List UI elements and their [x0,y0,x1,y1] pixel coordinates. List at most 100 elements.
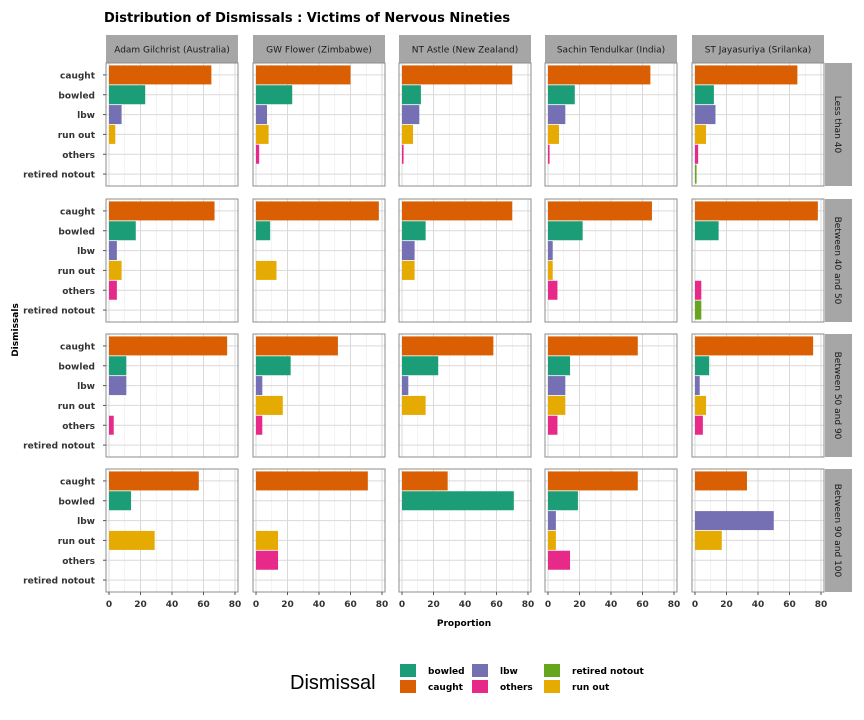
bar-less-than-40-adam-gilchrist-australia-bowled [109,85,146,105]
bar-between-90-and-100-st-jayasuriya-srilanka-caught [695,471,747,491]
panel-between-40-and-50-adam-gilchrist-australia [105,198,239,323]
y-tick-label-retired-notout: retired notout [23,442,96,452]
bar-less-than-40-sachin-tendulkar-india-bowled [548,85,575,105]
bar-between-50-and-90-gw-flower-zimbabwe-caught [256,336,338,356]
x-tick-label-0: 0 [545,600,551,610]
bar-less-than-40-gw-flower-zimbabwe-caught [256,65,351,85]
bar-less-than-40-gw-flower-zimbabwe-lbw [256,105,268,125]
strip-label-between-90-and-100: Between 90 and 100 [832,484,842,578]
x-tick-label-20: 20 [281,600,294,610]
bar-between-40-and-50-gw-flower-zimbabwe-run-out [256,260,277,280]
panel-between-90-and-100-st-jayasuriya-srilanka [691,468,825,593]
y-tick-label-lbw: lbw [77,517,95,527]
x-tick-label-40: 40 [605,600,618,610]
strip-label-between-40-and-50: Between 40 and 50 [832,217,842,305]
bar-between-90-and-100-gw-flower-zimbabwe-run-out [256,530,279,550]
bar-between-50-and-90-adam-gilchrist-australia-bowled [109,356,127,376]
x-tick-label-20: 20 [427,600,440,610]
x-tick-label-20: 20 [134,600,147,610]
bar-between-50-and-90-gw-flower-zimbabwe-run-out [256,395,283,415]
x-tick-label-0: 0 [399,600,405,610]
panel-between-40-and-50-st-jayasuriya-srilanka [691,198,825,323]
x-tick-label-40: 40 [459,600,472,610]
y-tick-label-bowled: bowled [58,91,95,101]
bar-between-40-and-50-sachin-tendulkar-india-lbw [548,241,553,261]
bar-between-40-and-50-adam-gilchrist-australia-bowled [109,221,136,241]
x-tick-label-80: 80 [815,600,828,610]
strip-between-40-and-50 [825,199,852,322]
bar-between-50-and-90-nt-astle-new-zealand-run-out [402,395,426,415]
bar-between-90-and-100-nt-astle-new-zealand-bowled [402,491,514,511]
bar-between-40-and-50-adam-gilchrist-australia-caught [109,201,215,221]
panel-less-than-40-nt-astle-new-zealand [398,62,532,187]
y-tick-label-run-out: run out [58,402,96,412]
y-tick-label-retired-notout: retired notout [23,171,96,181]
strip-between-90-and-100 [825,469,852,592]
panel-border [544,62,678,187]
panel-border [252,198,386,323]
panel-border [252,333,386,458]
x-tick-label-60: 60 [783,600,796,610]
strip-label-sachin-tendulkar-india: Sachin Tendulkar (India) [557,46,665,56]
bar-between-50-and-90-adam-gilchrist-australia-caught [109,336,228,356]
bar-between-90-and-100-sachin-tendulkar-india-bowled [548,491,578,511]
y-tick-label-caught: caught [60,207,96,217]
bar-between-40-and-50-adam-gilchrist-australia-others [109,280,117,300]
panel-between-90-and-100-nt-astle-new-zealand [398,468,532,593]
bar-between-50-and-90-st-jayasuriya-srilanka-caught [695,336,814,356]
x-tick-label-0: 0 [692,600,698,610]
panel-border [544,333,678,458]
bar-less-than-40-sachin-tendulkar-india-run-out [548,124,560,144]
panel-less-than-40-st-jayasuriya-srilanka [691,62,825,187]
panel-less-than-40-sachin-tendulkar-india [544,62,678,187]
panel-border [398,62,532,187]
panel-border [691,62,825,187]
strip-less-than-40 [825,63,852,186]
panel-between-50-and-90-gw-flower-zimbabwe [252,333,386,458]
x-tick-label-60: 60 [490,600,503,610]
strip-label-between-50-and-90: Between 50 and 90 [832,352,842,440]
y-tick-label-others: others [62,151,95,161]
x-tick-label-0: 0 [253,600,259,610]
bar-between-40-and-50-gw-flower-zimbabwe-bowled [256,221,271,241]
bar-less-than-40-sachin-tendulkar-india-lbw [548,105,566,125]
bar-less-than-40-st-jayasuriya-srilanka-lbw [695,105,716,125]
bar-between-50-and-90-gw-flower-zimbabwe-lbw [256,376,263,396]
panel-border [398,333,532,458]
bar-between-40-and-50-st-jayasuriya-srilanka-bowled [695,221,719,241]
panel-between-40-and-50-sachin-tendulkar-india [544,198,678,323]
y-tick-label-retired-notout: retired notout [23,577,96,587]
legend-key-lbw [472,664,488,677]
bar-less-than-40-st-jayasuriya-srilanka-caught [695,65,798,85]
strip-label-less-than-40: Less than 40 [832,96,842,154]
bar-between-40-and-50-nt-astle-new-zealand-bowled [402,221,426,241]
y-tick-label-lbw: lbw [77,111,95,121]
y-tick-label-caught: caught [60,71,96,81]
bar-between-50-and-90-sachin-tendulkar-india-bowled [548,356,571,376]
y-tick-label-others: others [62,422,95,432]
chart-title: Distribution of Dismissals : Victims of … [104,11,510,26]
strip-between-50-and-90 [825,334,852,457]
strip-label-gw-flower-zimbabwe: GW Flower (Zimbabwe) [266,46,372,56]
bar-between-40-and-50-nt-astle-new-zealand-lbw [402,241,415,261]
bar-less-than-40-nt-astle-new-zealand-lbw [402,105,420,125]
y-tick-label-lbw: lbw [77,247,95,257]
bar-between-50-and-90-adam-gilchrist-australia-lbw [109,376,127,396]
bar-between-90-and-100-st-jayasuriya-srilanka-lbw [695,511,774,531]
bar-between-40-and-50-sachin-tendulkar-india-others [548,280,558,300]
legend-key-others [472,680,488,693]
y-tick-label-others: others [62,287,95,297]
x-tick-label-80: 80 [376,600,389,610]
y-tick-label-run-out: run out [58,267,96,277]
y-tick-label-run-out: run out [58,131,96,141]
bar-between-50-and-90-st-jayasuriya-srilanka-bowled [695,356,710,376]
y-tick-label-others: others [62,557,95,567]
bar-between-40-and-50-sachin-tendulkar-india-bowled [548,221,583,241]
panel-between-40-and-50-gw-flower-zimbabwe [252,198,386,323]
bar-between-50-and-90-gw-flower-zimbabwe-bowled [256,356,291,376]
strip-nt-astle-new-zealand [399,35,531,63]
strip-label-adam-gilchrist-australia: Adam Gilchrist (Australia) [114,46,230,56]
strip-sachin-tendulkar-india [545,35,677,63]
panel-border [691,333,825,458]
bar-less-than-40-nt-astle-new-zealand-others [402,144,404,164]
